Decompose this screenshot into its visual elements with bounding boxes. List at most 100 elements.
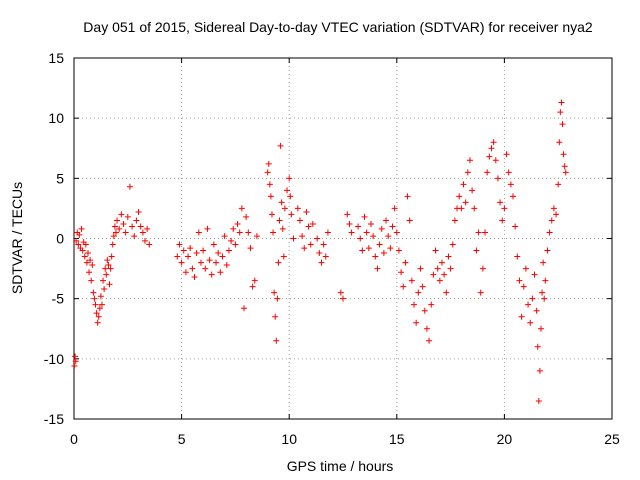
data-point <box>103 271 110 278</box>
data-point <box>393 229 400 236</box>
data-point <box>372 253 379 260</box>
data-point <box>73 237 80 244</box>
data-point <box>142 237 149 244</box>
data-point <box>281 205 288 212</box>
data-point <box>305 223 312 230</box>
y-tick-label: 0 <box>56 231 64 247</box>
data-point <box>276 217 283 224</box>
data-point <box>275 259 282 266</box>
data-point <box>359 247 366 254</box>
data-point <box>303 209 310 216</box>
data-point <box>247 245 254 252</box>
data-point <box>238 205 245 212</box>
data-point <box>363 229 370 236</box>
data-point <box>124 213 131 220</box>
data-point <box>456 193 463 200</box>
data-point <box>91 295 98 302</box>
data-point <box>301 245 308 252</box>
data-point <box>430 271 437 278</box>
data-point <box>499 217 506 224</box>
data-point <box>208 271 215 278</box>
data-point <box>482 229 489 236</box>
data-point <box>441 271 448 278</box>
data-point <box>555 181 562 188</box>
data-point <box>243 213 250 220</box>
data-point <box>176 241 183 248</box>
data-point <box>395 247 402 254</box>
data-point <box>98 301 105 308</box>
data-point <box>443 289 450 296</box>
y-tick-label: -15 <box>44 411 64 427</box>
data-point <box>296 217 303 224</box>
data-point <box>197 259 204 266</box>
data-point <box>546 229 553 236</box>
data-point <box>536 367 543 374</box>
data-point <box>464 169 471 176</box>
data-point <box>118 211 125 218</box>
data-point <box>413 319 420 326</box>
data-point <box>110 233 117 240</box>
data-point <box>131 233 138 240</box>
data-point <box>505 169 512 176</box>
data-point <box>337 289 344 296</box>
data-point <box>340 295 346 302</box>
data-point <box>385 233 392 240</box>
data-point <box>89 261 96 268</box>
data-point <box>380 249 387 256</box>
data-point <box>458 205 465 212</box>
data-point <box>355 223 362 230</box>
data-point <box>370 233 377 240</box>
data-point <box>106 281 113 288</box>
x-tick-label: 20 <box>497 431 513 447</box>
data-point <box>97 293 104 300</box>
data-point <box>518 313 525 320</box>
data-point <box>348 229 355 236</box>
data-point <box>249 283 256 290</box>
data-point <box>561 163 568 170</box>
data-point <box>560 151 567 158</box>
data-point <box>514 253 521 260</box>
x-tick-labels: 0 5 10 15 20 25 <box>70 431 620 447</box>
x-tick-label: 10 <box>281 431 297 447</box>
data-point <box>112 229 119 236</box>
data-point <box>383 217 390 224</box>
data-point <box>135 209 142 216</box>
data-point <box>294 205 301 212</box>
data-point <box>387 245 394 252</box>
data-point <box>228 237 235 244</box>
data-point <box>193 249 200 256</box>
data-point <box>204 225 211 232</box>
y-tick-label: 15 <box>48 50 64 66</box>
data-point <box>178 259 185 266</box>
data-point <box>266 181 273 188</box>
grid <box>74 58 612 419</box>
data-point <box>93 310 100 317</box>
data-point <box>550 205 557 212</box>
data-point <box>559 121 566 128</box>
data-point <box>278 199 285 206</box>
data-point <box>449 241 456 248</box>
x-tick-label: 5 <box>178 431 186 447</box>
data-point <box>522 265 529 272</box>
data-point <box>139 229 146 236</box>
data-point <box>512 223 519 230</box>
data-points <box>71 99 569 404</box>
data-point <box>516 277 523 284</box>
data-point <box>544 247 551 254</box>
data-point <box>137 223 144 230</box>
data-point <box>234 221 241 228</box>
data-point <box>286 175 293 182</box>
data-point <box>284 187 291 194</box>
data-point <box>477 289 484 296</box>
data-point <box>120 221 127 228</box>
y-tick-label: -5 <box>52 291 65 307</box>
x-tick-label: 15 <box>389 431 405 447</box>
data-point <box>272 313 279 320</box>
data-point <box>213 259 220 266</box>
data-point <box>406 217 413 224</box>
data-point <box>562 169 569 176</box>
data-point <box>539 289 546 296</box>
data-point <box>486 153 493 160</box>
data-point <box>490 139 497 146</box>
data-point <box>492 157 499 164</box>
